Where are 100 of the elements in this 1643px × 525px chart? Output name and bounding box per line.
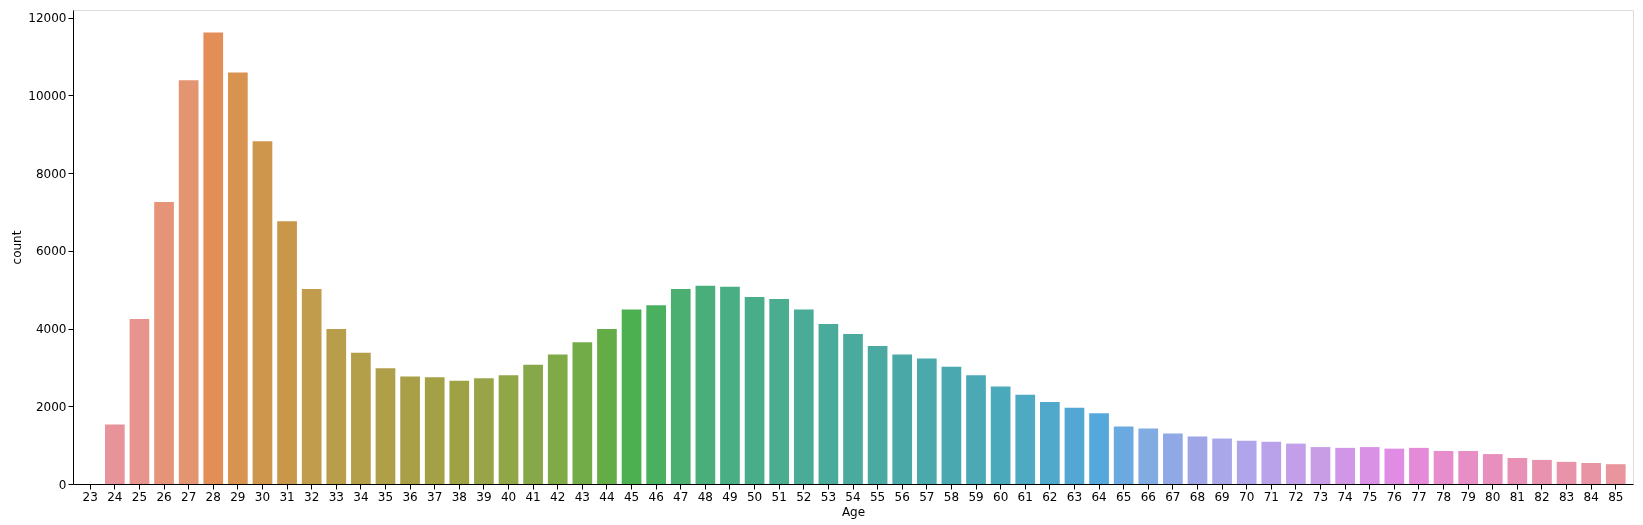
bar [646,305,666,484]
bar [301,288,322,484]
x-tick-label: 77 [1411,489,1427,504]
bar [449,380,470,484]
bar [769,299,790,484]
bar [1409,447,1429,484]
x-tick-label: 52 [796,489,812,504]
bar [572,342,593,484]
bar [1187,436,1208,484]
x-tick-label: 83 [1558,489,1575,504]
y-axis-title: count [10,230,25,265]
x-tick-label: 44 [599,489,615,504]
x-tick-label: 25 [131,489,148,504]
x-tick-label: 49 [722,489,738,504]
bar [1359,447,1380,484]
bar [744,297,765,484]
bar [523,364,543,484]
x-tick-label: 41 [525,489,541,504]
bar [1113,426,1134,484]
y-tick-label: 10000 [28,88,67,103]
x-tick-label: 54 [845,489,861,504]
y-tick-label: 8000 [35,166,67,181]
x-tick-label: 36 [402,489,418,504]
x-tick-label: 35 [377,489,394,504]
bar [1581,463,1602,484]
x-tick-label: 48 [697,489,714,504]
bar [867,346,888,484]
x-tick-label: 61 [1017,489,1033,504]
bar [228,72,248,484]
x-tick-label: 69 [1214,489,1230,504]
x-tick-label: 57 [919,489,935,504]
x-tick-label: 58 [943,489,960,504]
bar [104,424,125,484]
x-tick-label: 56 [894,489,910,504]
bar [1507,457,1528,484]
bar [351,352,371,484]
x-tick-label: 81 [1509,489,1525,504]
bar [1261,441,1282,484]
bar [424,377,445,484]
bar [941,366,962,484]
bar [966,375,986,484]
bar [252,141,273,484]
x-tick-label: 65 [1116,489,1132,504]
bar [326,328,347,484]
x-tick-label: 23 [82,489,98,504]
x-tick-label: 80 [1485,489,1501,504]
bar [621,309,642,484]
bar [1138,428,1159,484]
x-tick-label: 45 [623,489,640,504]
bar [1335,447,1355,484]
x-tick-label: 85 [1608,489,1624,504]
x-tick-label: 76 [1386,489,1402,504]
x-tick-label: 50 [746,489,763,504]
bar [498,375,519,484]
x-tick-label: 55 [869,489,886,504]
x-tick-label: 34 [353,489,369,504]
x-tick-label: 71 [1263,489,1279,504]
x-tick-label: 74 [1337,489,1353,504]
x-tick-label: 29 [230,489,246,504]
x-tick-label: 40 [500,489,517,504]
x-tick-label: 26 [156,489,172,504]
x-tick-label: 84 [1583,489,1599,504]
x-tick-label: 72 [1288,489,1304,504]
bar [793,309,814,484]
x-tick-label: 75 [1362,489,1378,504]
bar [892,354,913,484]
x-tick-label: 82 [1534,489,1550,504]
bar [1482,454,1503,484]
x-tick-label: 27 [181,489,197,504]
bar [990,386,1011,484]
x-tick-label: 39 [476,489,492,504]
x-tick-label: 63 [1066,489,1083,504]
bar [1384,448,1405,484]
x-tick-label: 30 [254,489,271,504]
x-tick-label: 32 [304,489,320,504]
bar [1236,440,1257,484]
y-tick-label: 0 [58,477,67,492]
x-tick-label: 73 [1312,489,1329,504]
bar [1458,450,1478,484]
x-tick-label: 60 [992,489,1009,504]
bar [277,221,297,484]
x-tick-label: 59 [968,489,984,504]
x-tick-label: 51 [771,489,787,504]
bar [843,334,863,484]
bar [178,80,199,484]
x-tick-label: 62 [1042,489,1058,504]
bar [154,201,174,484]
x-tick-label: 37 [427,489,443,504]
bar [1089,413,1109,484]
bar [1286,443,1306,484]
bar [1433,450,1454,484]
x-tick-label: 42 [550,489,566,504]
bar [1212,438,1232,484]
bar [203,32,224,484]
bar [695,285,716,484]
x-tick-label: 46 [648,489,664,504]
bar [597,328,617,484]
x-tick-label: 24 [107,489,123,504]
bar [670,288,691,484]
bar [375,368,396,484]
